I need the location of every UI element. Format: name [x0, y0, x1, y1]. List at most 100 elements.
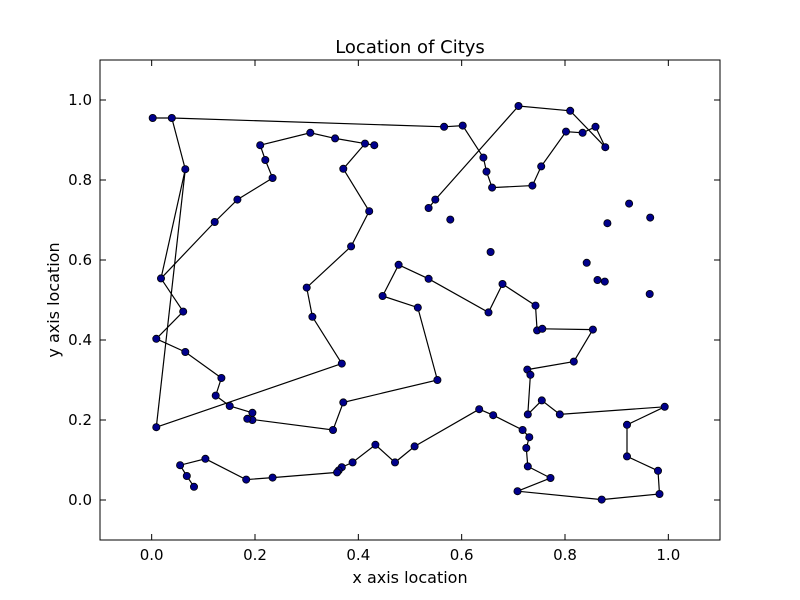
x-tick-label: 0.8 [553, 546, 577, 564]
city-point-99 [645, 289, 654, 298]
city-point-45 [523, 410, 532, 419]
city-point-21 [152, 334, 161, 343]
city-point-40 [538, 324, 547, 333]
city-point-74 [189, 482, 198, 491]
city-point-17 [424, 203, 433, 212]
city-point-71 [201, 454, 210, 463]
city-point-61 [475, 405, 484, 414]
x-tick-label: 1.0 [656, 546, 680, 564]
city-point-18 [181, 165, 190, 174]
y-tick-label: 0.0 [68, 491, 92, 509]
city-point-42 [569, 357, 578, 366]
city-point-7 [488, 183, 497, 192]
city-point-48 [660, 402, 669, 411]
y-tick-label: 1.0 [68, 91, 92, 109]
city-point-69 [268, 473, 277, 482]
city-point-10 [562, 127, 571, 136]
city-point-98 [646, 213, 655, 222]
axis-ticks: 0.0 0.2 0.4 0.6 0.8 1.0 0.0 0.2 0.4 0.6 0.8 1.0 [68, 60, 720, 564]
city-point-53 [597, 495, 606, 504]
x-tick-label: 0.4 [346, 546, 370, 564]
city-point-23 [217, 373, 226, 382]
city-point-34 [394, 260, 403, 269]
city-point-75 [152, 423, 161, 432]
city-point-60 [489, 411, 498, 420]
city-point-11 [578, 128, 587, 137]
route-segment-3 [156, 132, 375, 428]
city-point-73 [182, 471, 191, 480]
city-point-85 [306, 128, 315, 137]
city-point-81 [339, 164, 348, 173]
city-point-57 [522, 443, 531, 452]
city-point-90 [210, 217, 219, 226]
x-tick-label: 0.6 [450, 546, 474, 564]
city-point-70 [242, 475, 251, 484]
city-point-28 [243, 414, 252, 423]
city-point-95 [600, 277, 609, 286]
city-point-15 [514, 102, 523, 111]
city-point-33 [378, 291, 387, 300]
city-point-44 [526, 370, 535, 379]
city-point-32 [413, 303, 422, 312]
city-point-72 [176, 461, 185, 470]
city-point-13 [601, 143, 610, 152]
city-point-1 [148, 114, 157, 123]
city-point-38 [531, 301, 540, 310]
city-point-54 [513, 487, 522, 496]
x-tick-label: 0.2 [243, 546, 267, 564]
city-point-51 [654, 466, 663, 475]
city-point-9 [537, 162, 546, 171]
city-point-4 [458, 121, 467, 130]
city-point-41 [588, 325, 597, 334]
x-tick-label: 0.0 [140, 546, 164, 564]
city-point-36 [484, 308, 493, 317]
city-point-82 [360, 139, 369, 148]
city-point-96 [603, 219, 612, 228]
city-point-68 [333, 468, 342, 477]
city-point-19 [156, 274, 165, 283]
city-point-80 [365, 207, 374, 216]
city-point-91 [446, 215, 455, 224]
city-point-14 [566, 106, 575, 115]
city-point-83 [370, 141, 379, 150]
y-tick-label: 0.6 [68, 251, 92, 269]
city-point-76 [337, 359, 346, 368]
city-point-12 [591, 122, 600, 131]
city-point-2 [167, 114, 176, 123]
city-point-25 [225, 401, 234, 410]
city-point-52 [655, 489, 664, 498]
city-point-20 [179, 307, 188, 316]
city-point-58 [525, 433, 534, 442]
city-point-78 [302, 283, 311, 292]
y-tick-label: 0.2 [68, 411, 92, 429]
route-segment-2 [155, 117, 665, 501]
city-point-62 [410, 442, 419, 451]
city-point-5 [479, 153, 488, 162]
city-point-79 [347, 242, 356, 251]
city-point-31 [433, 375, 442, 384]
city-point-49 [623, 420, 632, 429]
city-point-94 [593, 275, 602, 284]
y-tick-label: 0.4 [68, 331, 92, 349]
city-point-35 [424, 274, 433, 283]
y-tick-label: 0.8 [68, 171, 92, 189]
city-point-30 [339, 398, 348, 407]
city-point-63 [390, 458, 399, 467]
plot-area [148, 102, 669, 504]
city-point-55 [546, 473, 555, 482]
city-point-59 [518, 425, 527, 434]
city-point-3 [440, 122, 449, 131]
city-point-97 [625, 199, 634, 208]
city-point-93 [582, 258, 591, 267]
city-point-37 [498, 279, 507, 288]
city-point-16 [431, 195, 440, 204]
city-point-92 [486, 247, 495, 256]
x-axis-label: x axis location [352, 568, 467, 587]
city-point-88 [268, 173, 277, 182]
chart-title: Location of Citys [335, 37, 485, 58]
city-point-64 [371, 440, 380, 449]
city-point-8 [528, 181, 537, 190]
city-point-24 [211, 391, 220, 400]
city-point-86 [256, 141, 265, 150]
